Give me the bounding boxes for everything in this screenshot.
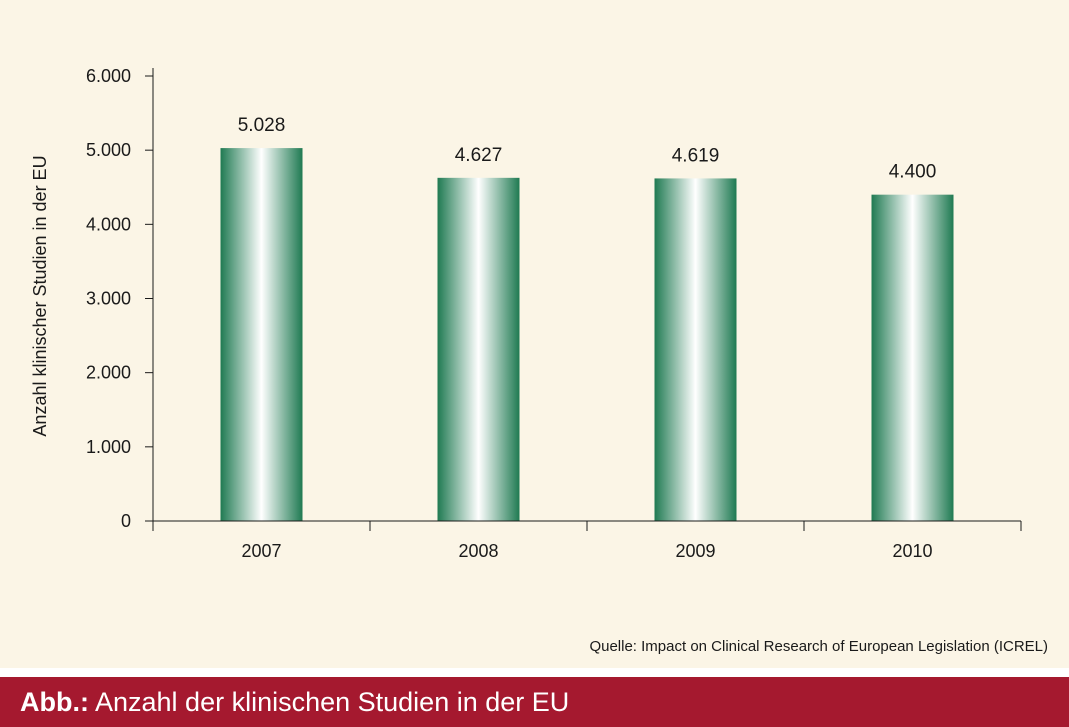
y-tick-label: 3.000 xyxy=(86,289,131,309)
y-tick-label: 5.000 xyxy=(86,140,131,160)
source-note: Quelle: Impact on Clinical Research of E… xyxy=(589,638,1048,655)
bar-2007 xyxy=(220,148,303,521)
bar-chart: 5.028 4.627 4.619 4.400 0 1.000 2.000 3.000 4.0… xyxy=(30,66,1022,561)
x-tick-label: 2009 xyxy=(675,541,715,561)
bar-value-label: 4.619 xyxy=(672,145,720,166)
bar-value-label: 4.400 xyxy=(889,162,937,183)
caption-text: Anzahl der klinischen Studien in der EU xyxy=(95,687,570,717)
y-tick-label: 1.000 xyxy=(86,437,131,457)
bar-value-label: 4.627 xyxy=(455,145,503,166)
x-tick-label: 2008 xyxy=(458,541,498,561)
y-tick-label: 0 xyxy=(121,511,131,531)
bars: 5.028 4.627 4.619 4.400 xyxy=(220,115,954,522)
x-tick-label: 2007 xyxy=(241,541,281,561)
chart-panel: 5.028 4.627 4.619 4.400 0 1.000 2.000 3.000 4.0… xyxy=(0,0,1069,668)
bar-2010 xyxy=(871,194,954,521)
x-tick-label: 2010 xyxy=(892,541,932,561)
y-tick-label: 6.000 xyxy=(86,66,131,86)
caption-bar: Abb.: Anzahl der klinischen Studien in d… xyxy=(0,677,1069,727)
caption-prefix: Abb.: xyxy=(20,687,89,717)
bar-value-label: 5.028 xyxy=(238,115,286,136)
bar-2009 xyxy=(654,178,737,521)
axes: 0 1.000 2.000 3.000 4.000 5.000 6.000 2007 2008 2… xyxy=(86,66,1022,561)
y-tick-label: 4.000 xyxy=(86,214,131,234)
y-axis-title: Anzahl klinischer Studien in der EU xyxy=(30,155,50,436)
y-tick-label: 2.000 xyxy=(86,363,131,383)
bar-2008 xyxy=(437,177,520,522)
